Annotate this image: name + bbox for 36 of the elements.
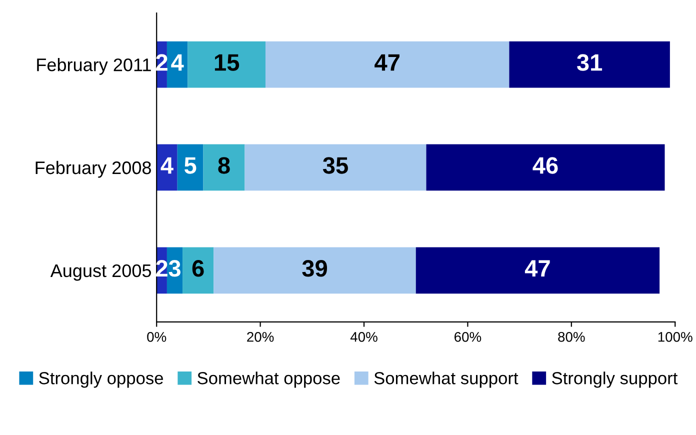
data-label: 6 <box>192 260 204 277</box>
y-tick-label: August 2005 <box>50 264 151 281</box>
x-tick-label: 100% <box>658 332 692 342</box>
x-tick-label: 0% <box>147 332 166 342</box>
data-label: 4 <box>171 54 184 71</box>
bar <box>182 247 214 294</box>
bar <box>188 41 266 88</box>
data-label: 35 <box>322 157 348 174</box>
legend-label: Somewhat support <box>374 372 518 388</box>
bar <box>177 144 204 191</box>
x-tick-label: 20% <box>247 332 274 342</box>
bar <box>203 144 245 191</box>
data-label: 8 <box>218 157 230 174</box>
data-label: 4 <box>160 157 174 174</box>
data-label: 47 <box>374 54 400 71</box>
bar <box>509 41 670 88</box>
x-tick-label: 60% <box>454 332 482 342</box>
y-tick-label: February 2011 <box>37 58 151 75</box>
y-tick-label: February 2008 <box>36 160 151 178</box>
bar <box>214 247 416 294</box>
bar <box>244 144 426 191</box>
data-label: 31 <box>576 54 602 71</box>
data-label: 46 <box>532 157 558 174</box>
bar <box>265 41 510 88</box>
data-label: 3 <box>168 260 180 277</box>
legend-label: Strongly oppose <box>39 372 164 388</box>
legend-label: Somewhat oppose <box>198 372 340 388</box>
data-label: 39 <box>302 260 328 277</box>
bar <box>416 247 660 294</box>
data-label: 47 <box>524 260 550 277</box>
x-tick-label: 40% <box>350 332 378 342</box>
data-label: 15 <box>214 54 240 71</box>
legend-label: Strongly support <box>552 372 678 388</box>
data-label: 5 <box>184 157 196 174</box>
bar <box>426 144 665 191</box>
x-tick-label: 80% <box>558 332 585 342</box>
